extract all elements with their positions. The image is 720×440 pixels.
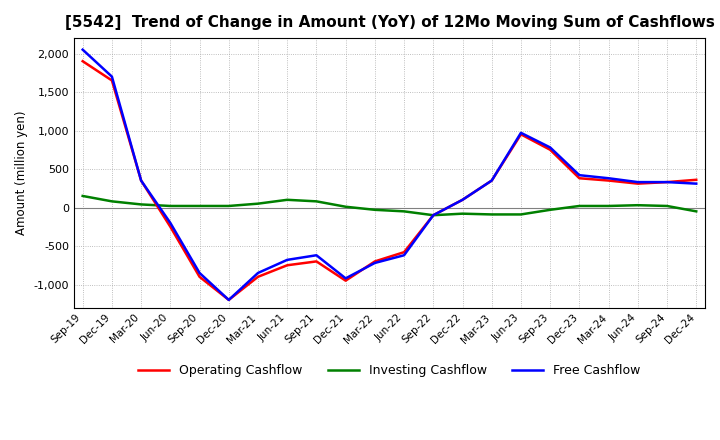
Operating Cashflow (341, 278, 350, 283)
Free Cashflow (400, 253, 408, 258)
Free Cashflow (253, 270, 262, 275)
Operating Cashflow (458, 197, 467, 202)
Free Cashflow (195, 270, 204, 275)
Operating Cashflow (604, 178, 613, 183)
Free Cashflow (458, 197, 467, 202)
Free Cashflow (487, 178, 496, 183)
Investing Cashflow (458, 211, 467, 216)
Operating Cashflow (166, 224, 175, 229)
Free Cashflow (634, 180, 642, 185)
Investing Cashflow (400, 209, 408, 214)
Operating Cashflow (400, 249, 408, 255)
Investing Cashflow (662, 203, 671, 209)
Line: Free Cashflow: Free Cashflow (83, 50, 696, 300)
Investing Cashflow (634, 202, 642, 208)
Investing Cashflow (604, 203, 613, 209)
Free Cashflow (107, 74, 116, 79)
Investing Cashflow (692, 209, 701, 214)
Free Cashflow (575, 172, 584, 178)
Y-axis label: Amount (million yen): Amount (million yen) (15, 110, 28, 235)
Free Cashflow (78, 47, 87, 52)
Investing Cashflow (283, 197, 292, 202)
Investing Cashflow (487, 212, 496, 217)
Line: Investing Cashflow: Investing Cashflow (83, 196, 696, 215)
Investing Cashflow (253, 201, 262, 206)
Operating Cashflow (312, 259, 320, 264)
Free Cashflow (312, 253, 320, 258)
Operating Cashflow (634, 181, 642, 186)
Free Cashflow (341, 276, 350, 281)
Free Cashflow (692, 181, 701, 186)
Investing Cashflow (137, 202, 145, 207)
Free Cashflow (283, 257, 292, 263)
Investing Cashflow (225, 203, 233, 209)
Operating Cashflow (78, 59, 87, 64)
Free Cashflow (517, 130, 526, 136)
Investing Cashflow (312, 199, 320, 204)
Title: [5542]  Trend of Change in Amount (YoY) of 12Mo Moving Sum of Cashflows: [5542] Trend of Change in Amount (YoY) o… (65, 15, 714, 30)
Operating Cashflow (429, 213, 438, 218)
Free Cashflow (662, 180, 671, 185)
Free Cashflow (429, 213, 438, 218)
Operating Cashflow (283, 263, 292, 268)
Legend: Operating Cashflow, Investing Cashflow, Free Cashflow: Operating Cashflow, Investing Cashflow, … (133, 359, 646, 382)
Investing Cashflow (78, 193, 87, 198)
Operating Cashflow (225, 297, 233, 303)
Operating Cashflow (371, 259, 379, 264)
Free Cashflow (604, 176, 613, 181)
Line: Operating Cashflow: Operating Cashflow (83, 61, 696, 300)
Free Cashflow (166, 220, 175, 226)
Operating Cashflow (195, 274, 204, 279)
Operating Cashflow (487, 178, 496, 183)
Operating Cashflow (546, 147, 554, 152)
Investing Cashflow (517, 212, 526, 217)
Investing Cashflow (166, 203, 175, 209)
Operating Cashflow (662, 180, 671, 185)
Free Cashflow (371, 260, 379, 266)
Operating Cashflow (107, 78, 116, 83)
Operating Cashflow (575, 176, 584, 181)
Free Cashflow (225, 297, 233, 303)
Investing Cashflow (429, 213, 438, 218)
Investing Cashflow (195, 203, 204, 209)
Free Cashflow (137, 178, 145, 183)
Investing Cashflow (575, 203, 584, 209)
Operating Cashflow (692, 177, 701, 183)
Operating Cashflow (253, 274, 262, 279)
Investing Cashflow (341, 204, 350, 209)
Operating Cashflow (137, 178, 145, 183)
Investing Cashflow (107, 199, 116, 204)
Free Cashflow (546, 145, 554, 150)
Operating Cashflow (517, 132, 526, 137)
Investing Cashflow (546, 207, 554, 213)
Investing Cashflow (371, 207, 379, 213)
